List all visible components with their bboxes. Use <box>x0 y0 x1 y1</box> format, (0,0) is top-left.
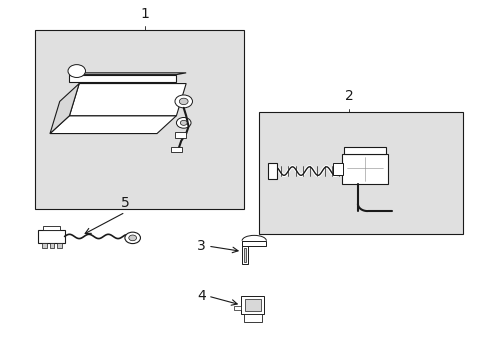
Polygon shape <box>242 241 247 264</box>
Text: 5: 5 <box>121 196 129 210</box>
Bar <box>57 243 62 248</box>
Circle shape <box>124 232 140 244</box>
Bar <box>241 296 264 314</box>
Circle shape <box>176 117 191 128</box>
Bar <box>38 230 64 243</box>
Bar <box>243 248 246 262</box>
Circle shape <box>68 64 85 77</box>
Bar <box>175 132 186 138</box>
Polygon shape <box>242 241 266 246</box>
Bar <box>234 306 241 310</box>
Polygon shape <box>50 116 176 134</box>
Bar <box>42 226 60 230</box>
Bar <box>267 163 276 179</box>
Polygon shape <box>69 73 186 75</box>
Bar <box>332 163 342 175</box>
Polygon shape <box>50 84 79 134</box>
Bar <box>35 30 244 208</box>
Circle shape <box>180 120 187 125</box>
Text: 2: 2 <box>344 89 353 103</box>
Bar <box>244 299 260 311</box>
Bar <box>170 147 182 153</box>
Bar <box>344 148 385 154</box>
Circle shape <box>175 95 192 108</box>
Bar <box>49 243 54 248</box>
Bar <box>41 243 46 248</box>
Bar <box>259 112 462 234</box>
Polygon shape <box>69 75 176 82</box>
Text: 4: 4 <box>197 289 205 303</box>
Bar <box>341 154 387 184</box>
Text: 3: 3 <box>197 239 205 253</box>
Circle shape <box>179 98 188 105</box>
Bar <box>243 314 262 322</box>
Text: 1: 1 <box>140 7 149 21</box>
Polygon shape <box>69 84 186 116</box>
Circle shape <box>128 235 136 241</box>
